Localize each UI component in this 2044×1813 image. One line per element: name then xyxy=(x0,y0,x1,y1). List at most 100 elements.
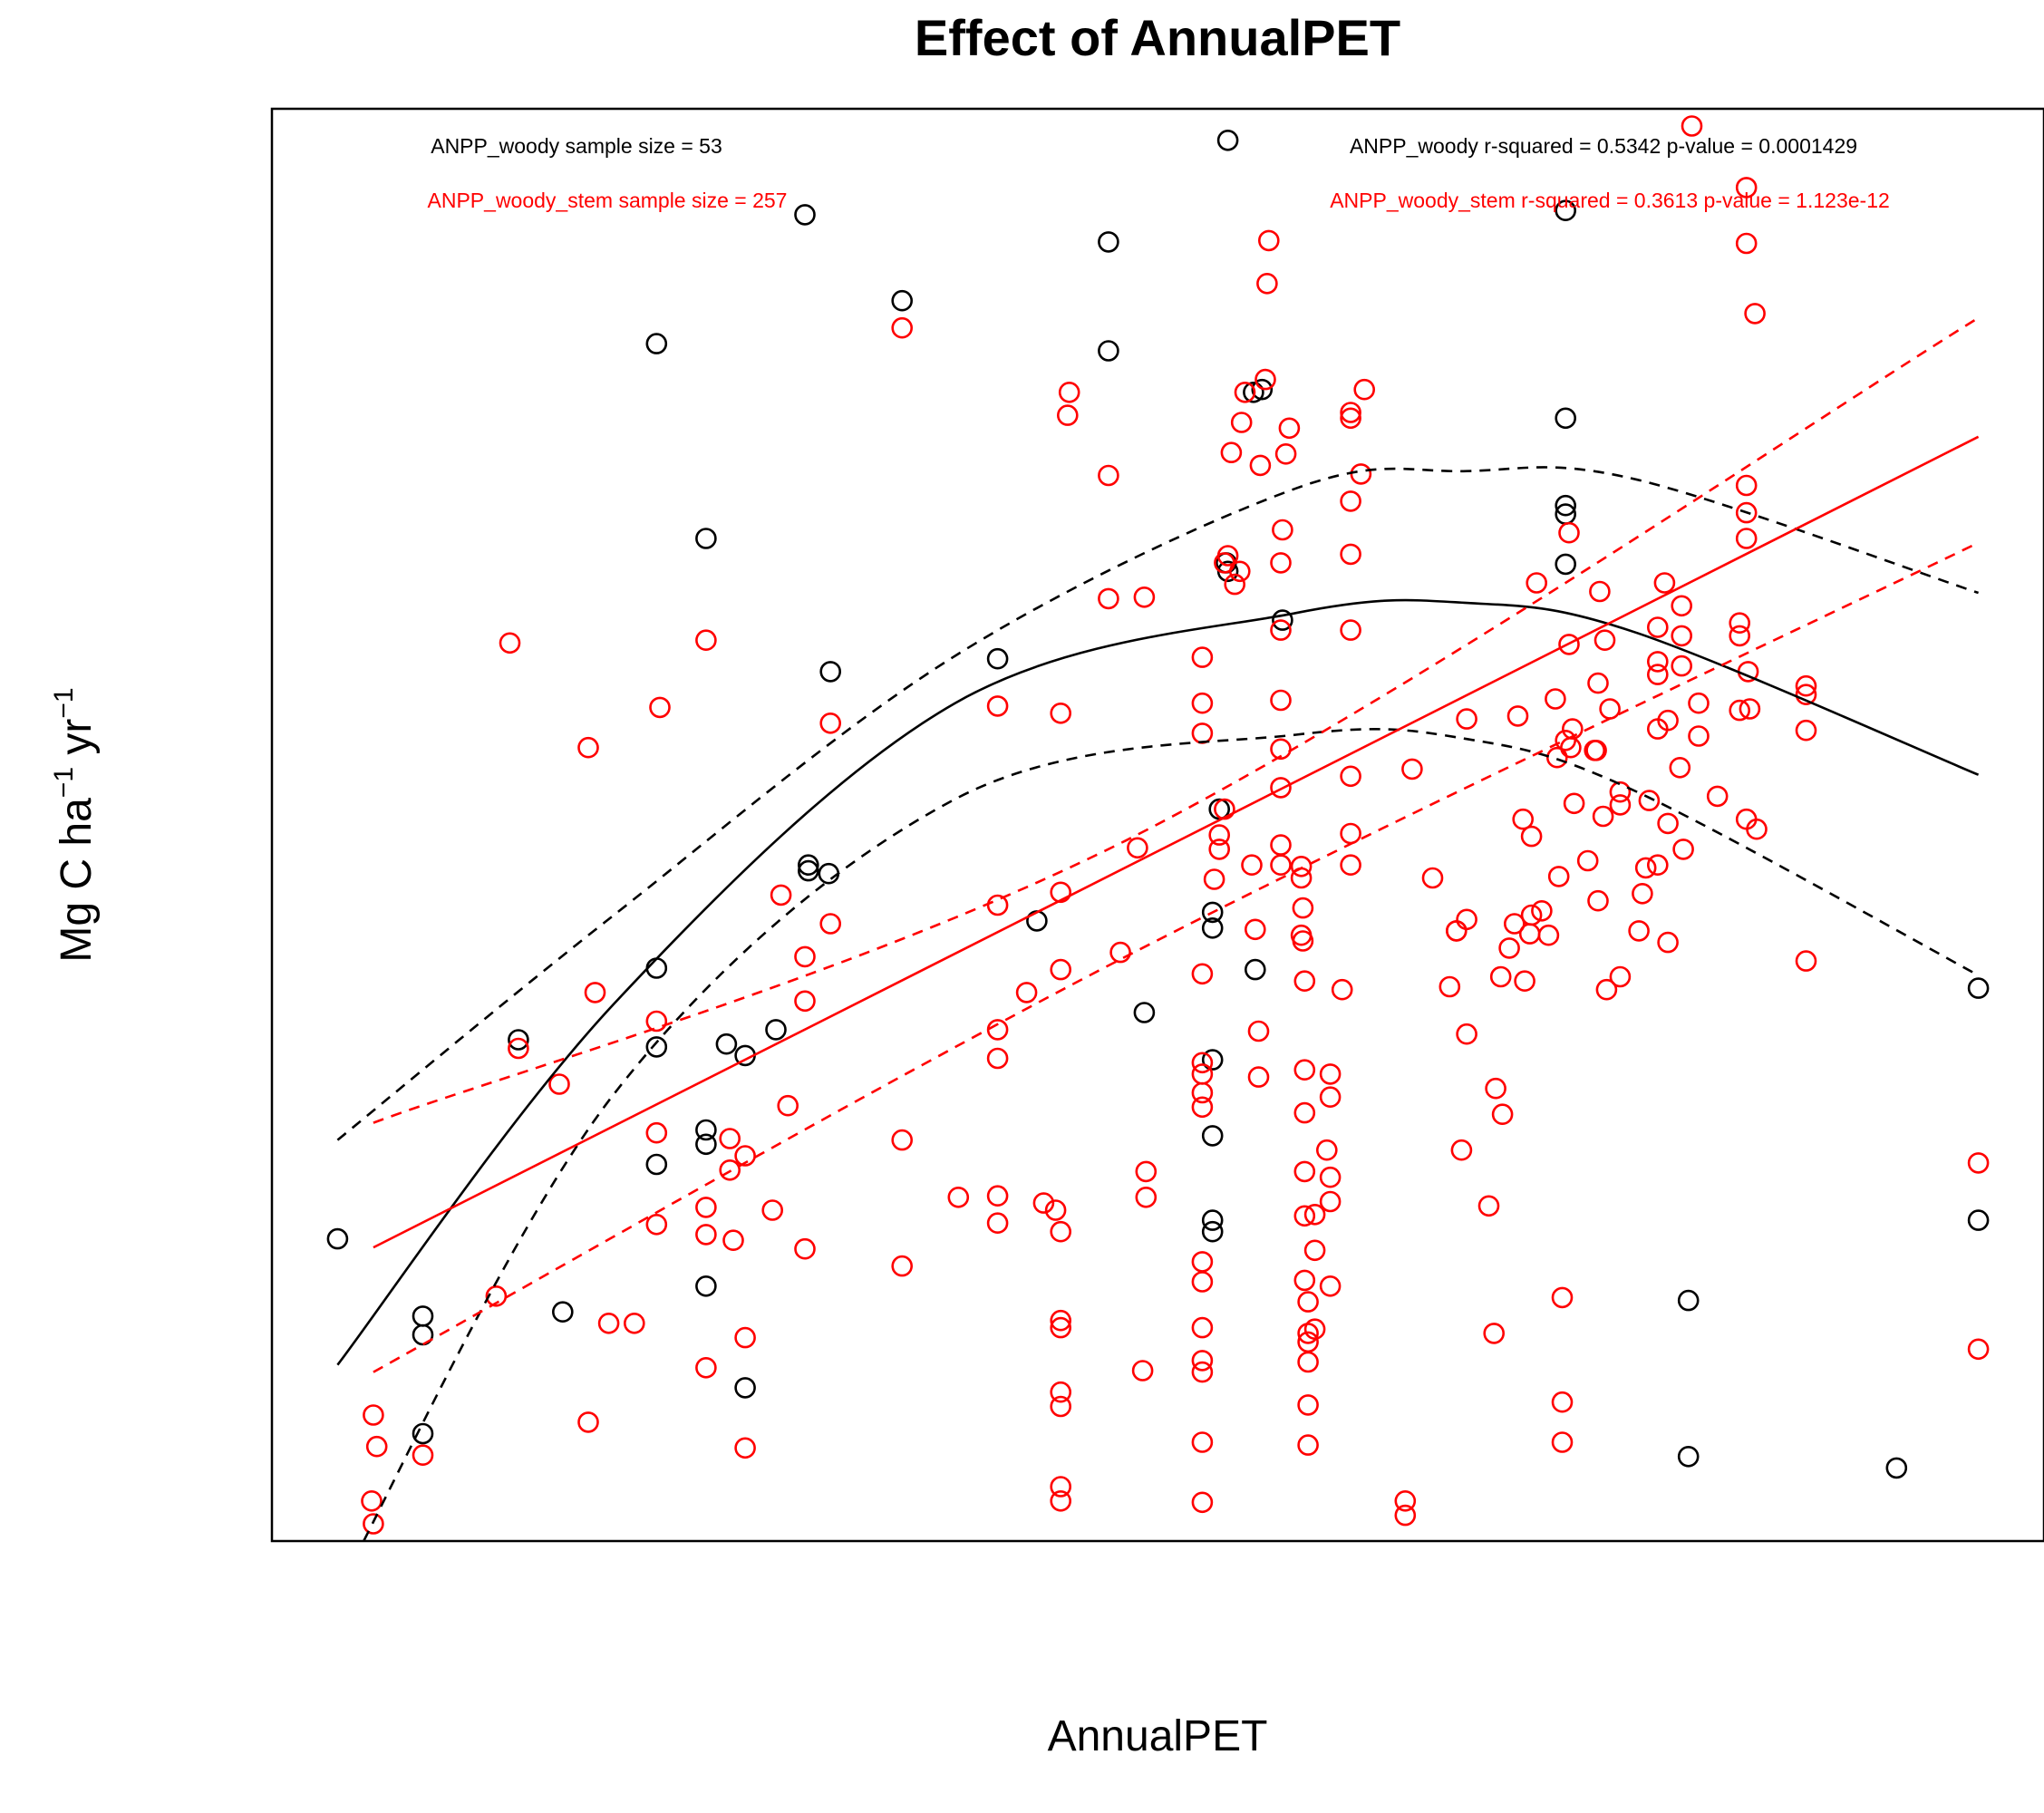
woody_stem-point xyxy=(1191,1431,1214,1453)
woody_stem-point xyxy=(1191,1491,1214,1514)
woody-point xyxy=(695,1275,717,1297)
woody-point xyxy=(1555,407,1576,430)
woody_stem-point xyxy=(1647,854,1669,877)
woody_stem-point xyxy=(695,1224,717,1246)
woody_stem-point xyxy=(584,982,606,1003)
woody-point xyxy=(1885,1457,1908,1479)
woody_stem-point xyxy=(1297,1351,1319,1373)
woody_stem-point xyxy=(1653,572,1676,594)
woody_stem-point xyxy=(1450,1139,1473,1161)
woody_stem-point xyxy=(1491,1103,1514,1125)
woody_stem-point xyxy=(363,1404,384,1426)
woody_stem-point xyxy=(1303,1318,1326,1340)
woody_stem-point xyxy=(1220,441,1243,464)
y-axis-label: Mg C ha−1 yr−1 xyxy=(49,687,101,962)
x-axis-label: AnnualPET xyxy=(1048,1712,1268,1760)
woody_stem-point xyxy=(1256,272,1278,295)
woody_stem-point xyxy=(1599,698,1621,720)
woody_stem-point xyxy=(1340,543,1361,566)
woody_stem-point xyxy=(1050,1316,1071,1339)
woody-point xyxy=(818,862,840,885)
woody_stem-point xyxy=(1340,402,1361,423)
woody_stem-point xyxy=(1293,1160,1316,1183)
woody_stem-point xyxy=(1272,519,1293,541)
woody_stem-point xyxy=(363,1513,384,1535)
woody_stem-point xyxy=(1671,595,1692,617)
woody_stem-point xyxy=(1191,1350,1214,1372)
woody_stem-point xyxy=(1249,454,1272,477)
woody_stem-point xyxy=(1316,1139,1338,1161)
woody_stem-point xyxy=(1241,854,1263,877)
woody_stem-point xyxy=(1456,1023,1477,1045)
woody_stem-point xyxy=(1477,1195,1500,1217)
woody_stem-point xyxy=(1401,758,1423,780)
woody_stem-point xyxy=(1518,923,1541,945)
woody_stem-point xyxy=(1293,970,1316,992)
woody_stem-point xyxy=(819,913,842,935)
woody_stem-point xyxy=(1191,646,1214,668)
woody_stem-point xyxy=(1058,381,1080,403)
woody_stem-point xyxy=(1135,1187,1158,1208)
woody_stem-point xyxy=(1647,616,1669,638)
woody_stem-point xyxy=(695,1197,717,1218)
woody-upper-ci-line xyxy=(336,466,1980,1141)
woody-point xyxy=(1555,494,1576,517)
woody_stem-point xyxy=(1247,1066,1270,1088)
woody_stem-point xyxy=(1688,725,1710,747)
woody_stem-point xyxy=(1191,1361,1214,1383)
woody_stem-point xyxy=(1109,941,1131,964)
woody_stem-point xyxy=(1456,908,1477,931)
woody_stem-point xyxy=(1439,975,1461,998)
woody_stem-point xyxy=(649,696,671,719)
woody_stem-point xyxy=(508,1037,529,1060)
woody_stem-point xyxy=(695,1357,717,1379)
woody_stem-point xyxy=(1230,412,1253,433)
woody-point xyxy=(1216,130,1239,151)
woody_stem-point xyxy=(1208,824,1230,846)
woody_stem-point xyxy=(1647,651,1669,673)
woody-point xyxy=(695,528,717,549)
woody_stem-point xyxy=(645,1214,668,1236)
woody_stem-point xyxy=(645,1010,668,1033)
woody_stem-point xyxy=(1191,692,1214,714)
woody-point xyxy=(412,1305,434,1327)
woody_stem-point xyxy=(485,1285,508,1307)
woody_stem-point xyxy=(986,1019,1009,1041)
woody_stem-point xyxy=(719,1159,741,1181)
woody-point xyxy=(1243,381,1264,403)
woody_stem-point xyxy=(1504,913,1526,935)
woody_stem-point xyxy=(1546,746,1568,769)
woody_stem-point xyxy=(1551,1431,1574,1453)
woody_stem-point xyxy=(1735,177,1758,199)
woody_stem-point xyxy=(1297,1291,1319,1313)
woody-point xyxy=(715,1033,738,1055)
woody_stem-point xyxy=(1589,580,1611,603)
plot-frame xyxy=(270,107,2044,1543)
woody_stem-point xyxy=(1292,897,1314,919)
woody-lower-ci-line xyxy=(362,728,1980,1541)
woody_stem-point xyxy=(1537,924,1560,946)
woody_stem-point xyxy=(1609,780,1632,803)
woody_stem-point xyxy=(794,1237,816,1260)
woody-point xyxy=(645,1153,668,1176)
woody_stem-point xyxy=(1044,1199,1067,1221)
woody_stem-point xyxy=(548,1073,570,1095)
woody_stem-point xyxy=(1353,378,1375,401)
woody-point xyxy=(1098,231,1119,253)
woody_stem-point xyxy=(1216,545,1239,567)
woody_stem-point xyxy=(891,1129,914,1151)
woody_stem-point xyxy=(1050,958,1071,981)
woody-point xyxy=(819,661,842,683)
woody_stem-point xyxy=(1489,965,1512,988)
woody_stem-point xyxy=(719,1128,741,1149)
woody_stem-point xyxy=(1224,573,1245,596)
woody_stem-upper-ci-line xyxy=(373,316,1980,1124)
woody-point xyxy=(412,1422,434,1445)
woody_stem-point xyxy=(986,1212,1009,1234)
woody_stem-point xyxy=(1729,699,1750,722)
woody_stem-point xyxy=(1795,674,1817,697)
woody_stem-point xyxy=(1191,1052,1214,1074)
woody_stem-point xyxy=(1967,1152,1990,1174)
woody_stem-point xyxy=(1191,963,1214,985)
